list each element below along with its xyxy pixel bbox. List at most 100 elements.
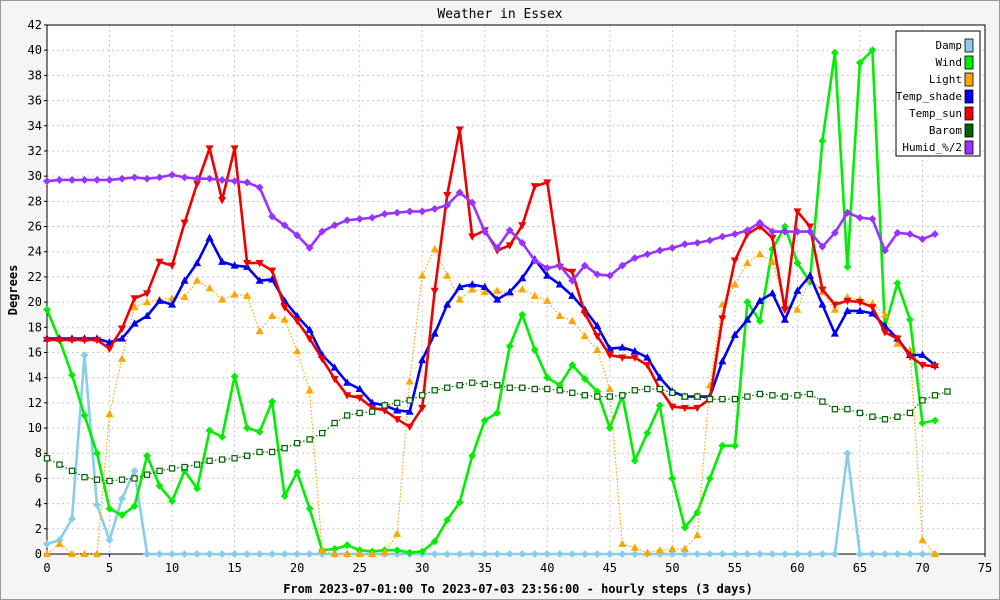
data-point (756, 390, 764, 398)
x-tick-label: 10 (165, 561, 179, 575)
data-point (631, 387, 639, 394)
data-point (705, 550, 714, 558)
data-point (668, 544, 677, 553)
data-point (518, 222, 527, 230)
data-point (43, 540, 51, 548)
data-point (318, 545, 327, 554)
data-point (568, 550, 577, 558)
data-point (655, 246, 664, 255)
data-point (468, 280, 477, 288)
data-point (543, 373, 552, 382)
data-point (830, 305, 839, 313)
data-point (243, 424, 252, 432)
data-point (418, 547, 427, 556)
data-point (818, 136, 827, 145)
data-point (368, 408, 376, 415)
data-point (581, 392, 588, 399)
data-point (455, 498, 464, 507)
data-point (469, 379, 476, 386)
data-point (743, 550, 752, 558)
data-point (493, 286, 502, 294)
data-point (280, 492, 289, 500)
data-point (493, 244, 502, 252)
data-point (205, 550, 214, 558)
x-tick-label: 15 (227, 561, 241, 575)
data-point (931, 230, 939, 238)
data-point (843, 262, 852, 271)
data-point (143, 550, 151, 558)
data-point (468, 285, 477, 293)
data-point (480, 287, 489, 296)
data-point (769, 392, 776, 399)
data-point (168, 465, 176, 472)
data-point (243, 550, 252, 558)
data-point (718, 550, 727, 558)
data-point (205, 426, 214, 435)
x-tick-label: 70 (915, 561, 929, 575)
data-point (455, 282, 464, 291)
data-point (743, 258, 752, 267)
data-point (405, 407, 414, 415)
data-point (280, 221, 289, 230)
legend-swatch (964, 55, 974, 70)
data-point (80, 549, 89, 558)
data-point (718, 315, 727, 323)
data-point (830, 329, 839, 337)
data-point (105, 338, 114, 346)
legend-swatch (964, 89, 974, 104)
data-point (106, 477, 113, 485)
data-point (268, 448, 276, 456)
data-point (443, 550, 452, 558)
data-point (268, 267, 277, 275)
data-point (743, 298, 752, 307)
y-tick-label: 42 (28, 18, 42, 32)
data-point (643, 429, 652, 437)
data-point (443, 516, 452, 524)
data-point (730, 441, 739, 450)
data-point (505, 342, 514, 351)
data-point (105, 176, 114, 184)
data-point (693, 404, 702, 413)
data-point (343, 392, 352, 400)
data-point (293, 439, 301, 447)
data-point (530, 256, 539, 265)
data-point (680, 550, 689, 558)
data-point (255, 326, 264, 335)
data-point (831, 550, 839, 558)
data-point (569, 389, 576, 396)
data-point (818, 286, 827, 294)
data-point (818, 242, 827, 251)
data-point (330, 375, 339, 384)
data-point (544, 385, 551, 393)
data-point (843, 306, 852, 314)
data-point (730, 280, 739, 288)
data-point (930, 549, 940, 558)
data-point (618, 354, 627, 362)
data-point (168, 550, 176, 558)
data-point (231, 455, 238, 462)
data-point (568, 316, 577, 325)
data-point (293, 231, 302, 240)
x-tick-label: 65 (853, 561, 867, 575)
data-point (81, 473, 88, 481)
data-point (93, 176, 101, 184)
data-point (343, 549, 352, 558)
data-point (894, 413, 901, 420)
data-point (618, 343, 627, 351)
data-point (580, 375, 589, 383)
data-point (718, 441, 727, 450)
data-point (480, 282, 489, 291)
y-tick-label: 10 (28, 421, 42, 435)
data-point (368, 213, 377, 222)
data-point (630, 254, 639, 262)
data-point (531, 385, 538, 393)
data-point (318, 355, 327, 364)
data-point (55, 539, 64, 547)
data-point (67, 336, 77, 345)
legend-swatch (964, 38, 974, 53)
data-point (680, 523, 689, 532)
data-point (893, 228, 902, 237)
data-point (618, 550, 627, 558)
data-point (568, 291, 577, 299)
